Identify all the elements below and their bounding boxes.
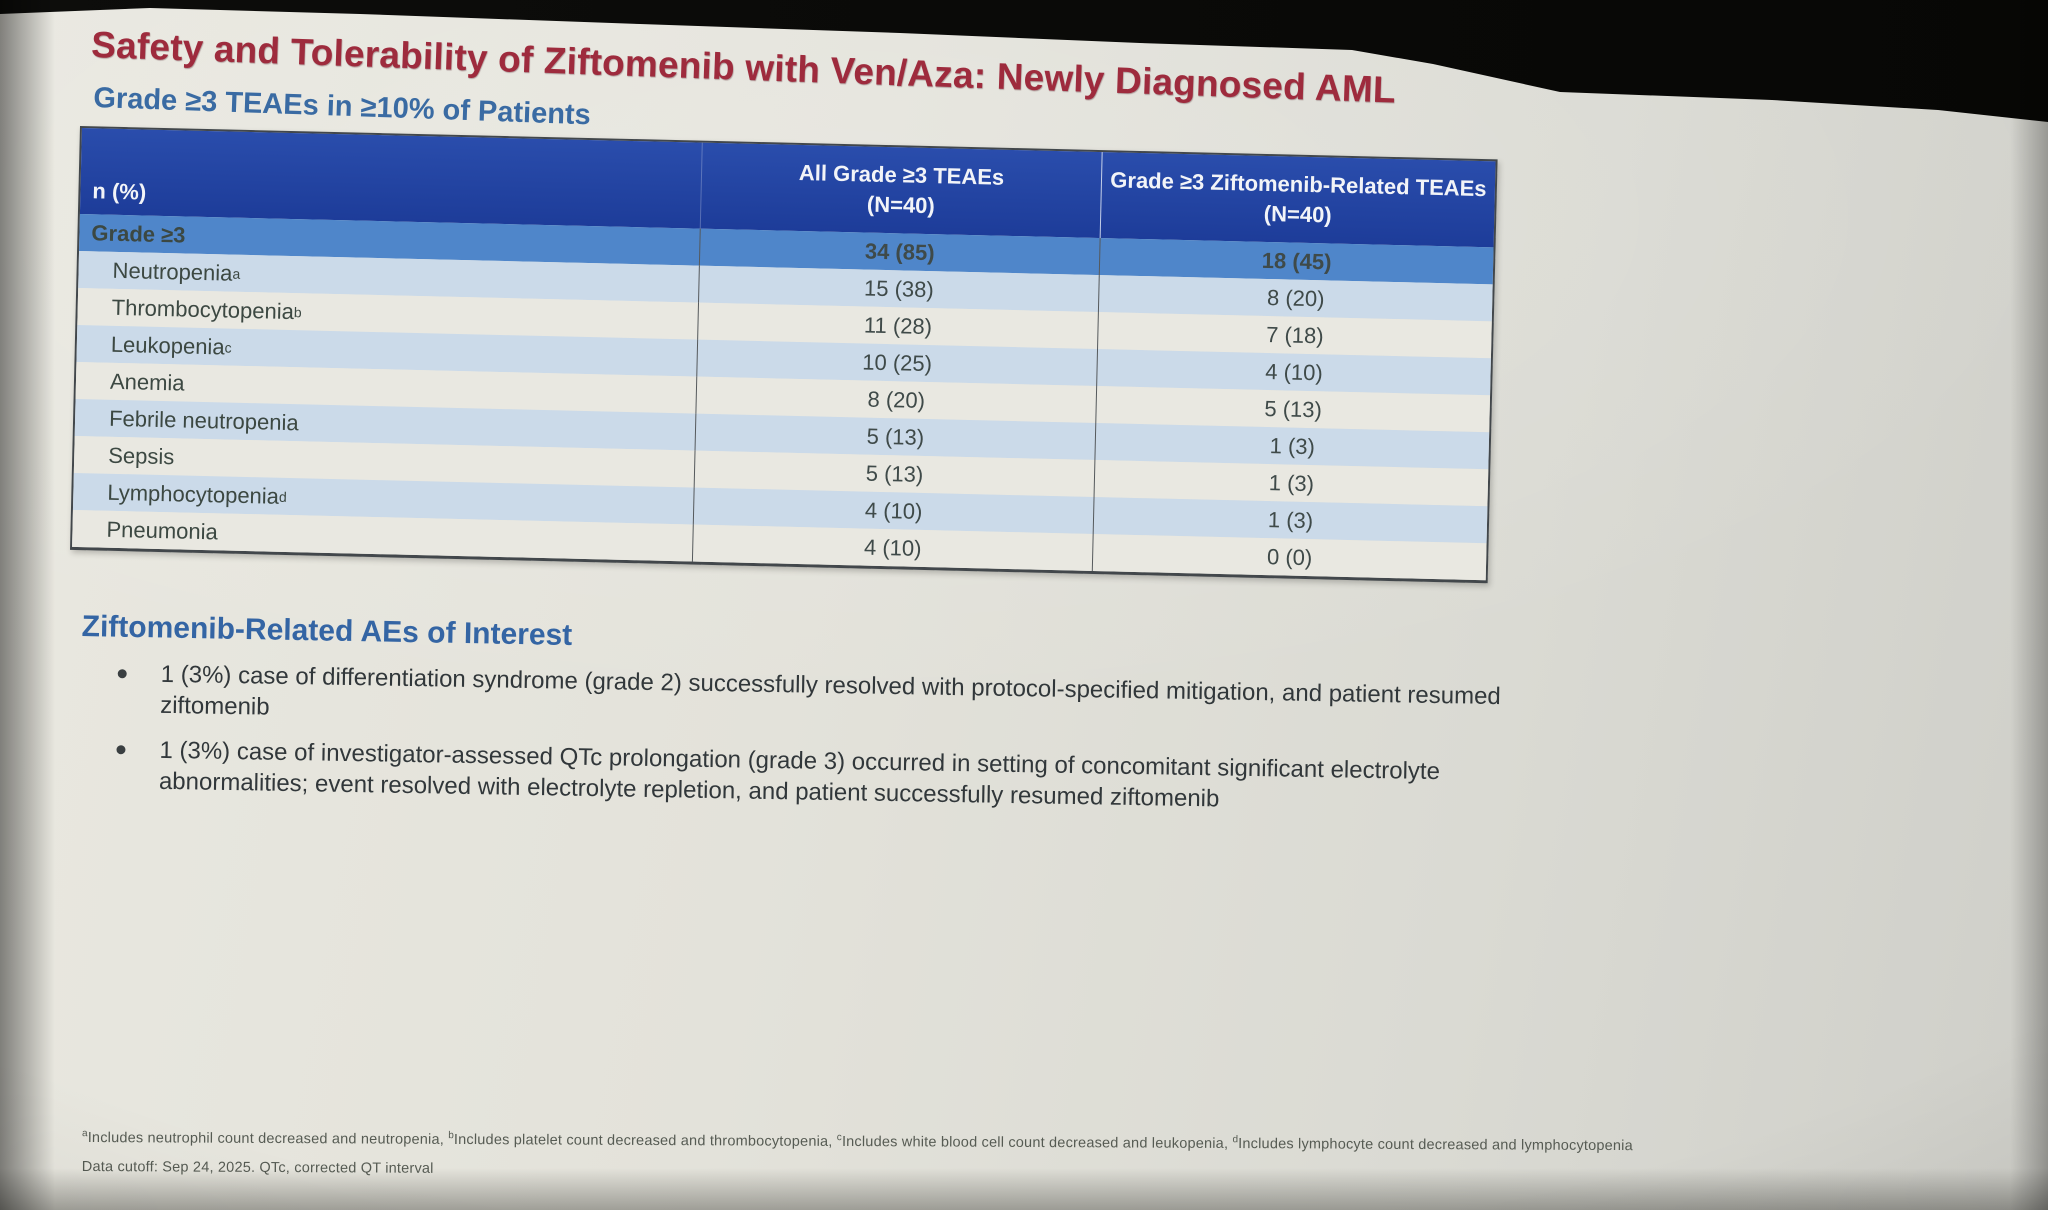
header-all-grade3-teaes-title: All Grade ≥3 TEAEs [798, 159, 1005, 190]
header-zifto-related-teaes: Grade ≥3 Ziftomenib-Related TEAEs (N=40) [1099, 152, 1496, 248]
header-n-percent: n (%) [92, 178, 147, 205]
bullet-item: 1 (3%) case of investigator-assessed QTc… [108, 734, 1559, 820]
footnote-text: Includes lymphocyte count decreased and … [1238, 1136, 1633, 1155]
footnote-text: Includes white blood cell count decrease… [841, 1133, 1233, 1153]
header-all-grade3-teaes: All Grade ≥3 TEAEs (N=40) [699, 142, 1102, 239]
bullet-dot [117, 669, 127, 679]
footnote-text: Includes neutrophil count decreased and … [87, 1130, 449, 1148]
aes-of-interest-heading: Ziftomenib-Related AEs of Interest [81, 610, 573, 652]
footnote-definition: aIncludes neutrophil count decreased and… [82, 1128, 449, 1148]
footnote-text: Includes platelet count decreased and th… [453, 1131, 837, 1150]
teae-table-body: Neutropenia a 15 (38) 8 (20) Thrombocytop… [72, 251, 1493, 581]
ae-related-value: 0 (0) [1091, 533, 1487, 581]
footnote-definition: cIncludes white blood cell count decreas… [837, 1132, 1233, 1153]
footnote-block: aIncludes neutrophil count decreased and… [81, 1128, 1682, 1183]
bullet-text: 1 (3%) case of investigator-assessed QTc… [158, 736, 1441, 813]
slide-subtitle: Grade ≥3 TEAEs in ≥10% of Patients [92, 82, 592, 132]
header-zifto-related-teaes-title: Grade ≥3 Ziftomenib-Related TEAEs [1110, 167, 1487, 202]
footnote-cutoff-line: Data cutoff: Sep 24, 2025. QTc, correcte… [81, 1158, 434, 1177]
bullet-dot [116, 745, 126, 755]
bullet-item: 1 (3%) case of differentiation syndrome … [109, 658, 1560, 744]
teae-table: n (%) All Grade ≥3 TEAEs (N=40) Grade ≥3… [70, 126, 1498, 584]
footnote-definition: bIncludes platelet count decreased and t… [448, 1130, 837, 1150]
footnote-definitions: aIncludes neutrophil count decreased and… [82, 1128, 1682, 1155]
footnote-definition: dIncludes lymphocyte count decreased and… [1232, 1134, 1633, 1155]
header-zifto-related-teaes-n: (N=40) [1263, 200, 1332, 228]
bullet-text: 1 (3%) case of differentiation syndrome … [159, 660, 1502, 721]
aes-bullet-list: 1 (3%) case of differentiation syndrome … [107, 658, 1559, 834]
header-all-grade3-teaes-n: (N=40) [866, 191, 936, 219]
